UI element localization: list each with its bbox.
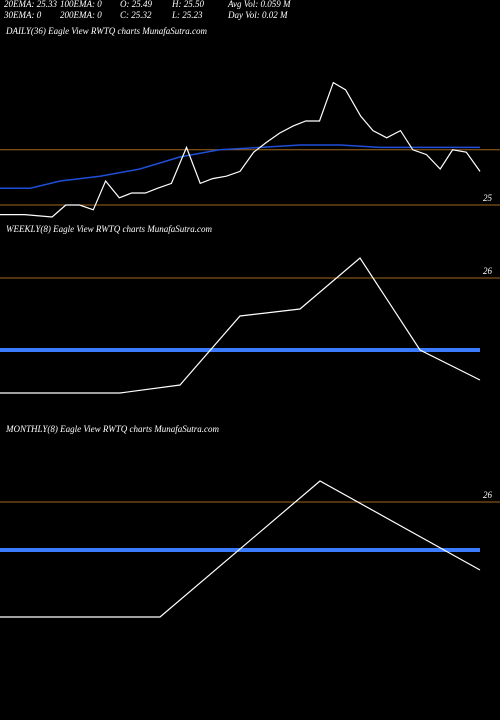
header-stat: 200EMA: 0 xyxy=(60,10,102,20)
y-tick-label: 25 xyxy=(483,193,493,203)
header-stat: Day Vol: 0.02 M xyxy=(227,10,288,20)
series-line xyxy=(0,81,481,218)
header-stat: 100EMA: 0 xyxy=(60,0,102,9)
header-stat: 30EMA: 0 xyxy=(3,10,42,20)
header-stat: 20EMA: 25.33 xyxy=(4,0,57,9)
y-tick-label: 26 xyxy=(483,266,493,276)
series-line xyxy=(0,257,481,394)
panel-title: DAILY(36) Eagle View RWTQ charts MunafaS… xyxy=(5,26,207,36)
panel-title: WEEKLY(8) Eagle View RWTQ charts MunafaS… xyxy=(6,224,212,234)
y-tick-label: 26 xyxy=(483,490,493,500)
header-stat: C: 25.32 xyxy=(120,10,152,20)
series-line xyxy=(0,480,481,618)
series-line xyxy=(0,144,480,189)
header-stat: O: 25.49 xyxy=(120,0,152,9)
header-stat: L: 25.23 xyxy=(171,10,203,20)
header-stat: H: 25.50 xyxy=(171,0,204,9)
panel-title: MONTHLY(8) Eagle View RWTQ charts Munafa… xyxy=(5,424,219,434)
header-stat: Avg Vol: 0.059 M xyxy=(227,0,291,9)
